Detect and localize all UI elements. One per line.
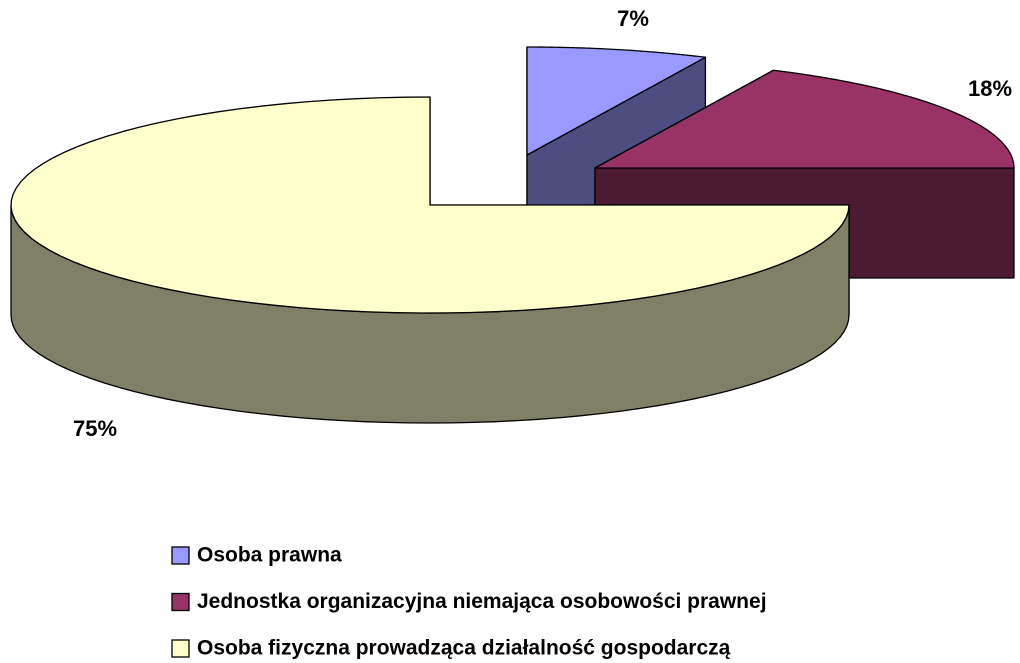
legend-label: Osoba fizyczna prowadząca działalność go… bbox=[197, 637, 731, 660]
slice-top bbox=[10, 96, 850, 314]
slice bbox=[10, 96, 850, 424]
data-label: 18% bbox=[968, 76, 1012, 101]
legend-swatch bbox=[171, 546, 190, 565]
data-label: 7% bbox=[617, 6, 649, 31]
slice-top bbox=[526, 46, 707, 156]
legend-swatch bbox=[171, 639, 190, 658]
legend-swatch bbox=[171, 592, 190, 612]
legend-label: Osoba prawna bbox=[197, 544, 342, 567]
legend-label: Jednostka organizacyjna niemająca osobow… bbox=[197, 590, 767, 613]
data-label: 75% bbox=[73, 416, 117, 441]
slice-top bbox=[594, 69, 1015, 169]
